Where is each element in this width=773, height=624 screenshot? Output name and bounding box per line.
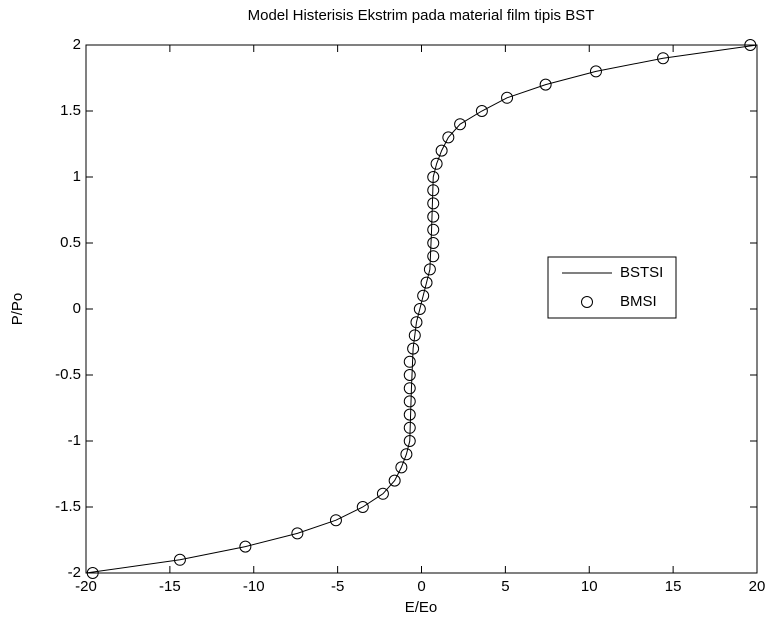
marker [388,474,401,487]
y-tick-label: 1 [73,168,81,185]
x-tick-label: 10 [581,578,598,595]
marker [408,329,421,342]
y-tick-label: -1 [68,432,81,449]
legend-marker [581,296,593,308]
y-tick-label: -1.5 [55,498,81,515]
x-tick-label: -20 [75,578,97,595]
marker [403,421,416,434]
x-tick-label: -10 [243,578,265,595]
marker [173,553,186,566]
marker [423,263,436,276]
marker [430,157,443,170]
y-tick-label: 0 [73,300,81,317]
y-tick-label: 2 [73,36,81,53]
y-tick-label: -2 [68,564,81,581]
x-tick-label: -5 [331,578,344,595]
y-axis-label: P/Po [9,293,26,326]
marker [407,342,420,355]
marker [403,355,416,368]
marker [413,303,426,315]
x-tick-label: 20 [749,578,766,595]
marker [475,105,488,117]
marker [239,540,252,553]
marker [329,514,342,527]
y-tick-label: -0.5 [55,366,81,383]
marker [589,65,602,78]
x-axis-label: E/Eo [405,599,438,616]
marker [435,144,448,157]
marker [539,78,552,91]
y-tick-label: 0.5 [60,234,81,251]
marker [501,91,514,104]
marker [744,39,757,51]
marker [403,369,416,381]
legend-label: BMSI [620,293,657,310]
x-tick-label: 5 [501,578,509,595]
marker [291,527,304,540]
marker [427,184,440,197]
chart-title: Model Histerisis Ekstrim pada material f… [248,7,595,24]
x-tick-label: 0 [417,578,425,595]
marker [376,487,389,500]
x-tick-label: 15 [665,578,682,595]
marker [420,276,433,289]
marker [86,567,99,579]
marker [395,461,408,474]
marker [403,435,416,447]
marker [400,448,413,461]
marker [427,210,440,223]
marker [427,237,440,249]
x-tick-label: -15 [159,578,181,595]
marker [403,395,416,408]
marker [403,382,416,395]
marker [427,197,440,210]
marker [403,408,416,421]
marker [427,250,440,263]
y-tick-label: 1.5 [60,102,81,119]
marker [657,52,670,65]
marker [427,171,440,183]
marker [454,118,467,131]
curve [85,44,758,574]
legend-label: BSTSI [620,264,663,281]
marker [410,316,423,329]
marker [427,223,440,236]
legend-box [547,256,677,319]
marker [356,501,369,513]
marker [442,131,455,144]
marker [417,289,430,302]
